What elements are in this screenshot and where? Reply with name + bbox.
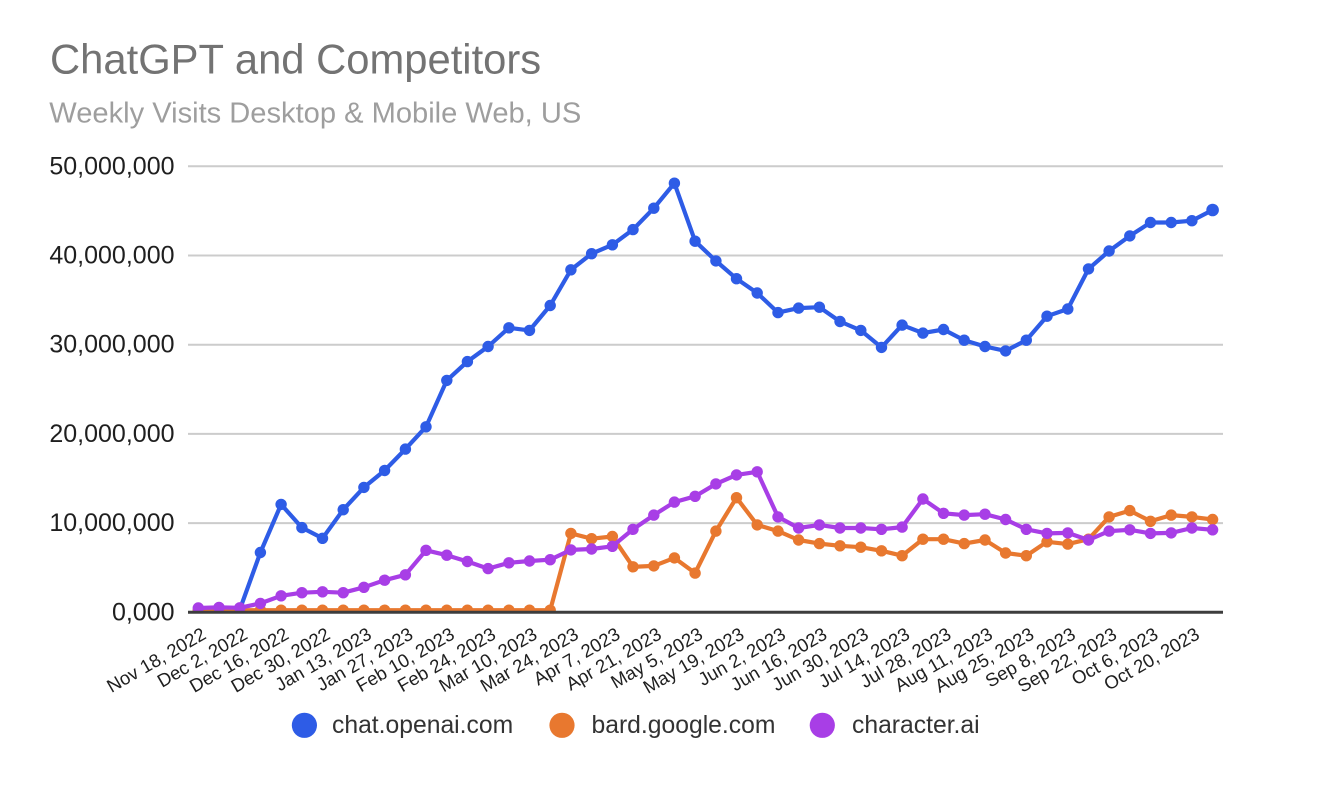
svg-text:ChatGPT and Competitors: ChatGPT and Competitors [50, 36, 541, 83]
svg-text:chat.openai.com: chat.openai.com [332, 712, 513, 739]
svg-text:50,000,000: 50,000,000 [49, 152, 174, 180]
svg-text:Weekly Visits Desktop & Mobile: Weekly Visits Desktop & Mobile Web, US [49, 98, 581, 130]
svg-text:20,000,000: 20,000,000 [49, 420, 174, 448]
svg-text:40,000,000: 40,000,000 [49, 242, 174, 270]
svg-text:10,000,000: 10,000,000 [49, 509, 174, 537]
svg-text:30,000,000: 30,000,000 [49, 331, 174, 359]
svg-text:character.ai: character.ai [852, 712, 980, 739]
svg-text:0,000: 0,000 [112, 598, 175, 626]
svg-text:bard.google.com: bard.google.com [592, 712, 776, 739]
